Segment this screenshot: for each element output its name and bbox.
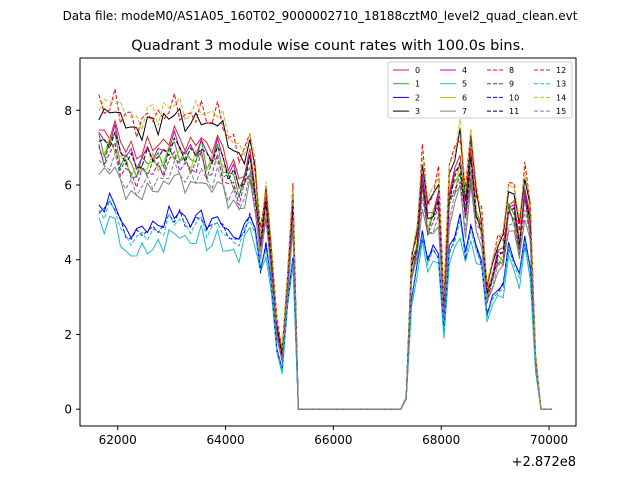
chart-title: Quadrant 3 module wise count rates with … xyxy=(131,38,525,54)
legend-box xyxy=(387,61,573,119)
legend-label-9: 9 xyxy=(509,80,514,89)
legend-label-13: 13 xyxy=(556,80,566,89)
legend-label-8: 8 xyxy=(509,66,514,75)
legend-label-0: 0 xyxy=(415,66,420,75)
y-tick-label: 4 xyxy=(64,253,72,267)
axes: 62000 64000 66000 68000 70000 0 2 4 6 8 xyxy=(64,104,568,447)
y-tick-label: 6 xyxy=(64,179,72,193)
legend-label-4: 4 xyxy=(462,66,467,75)
legend-label-15: 15 xyxy=(556,107,566,116)
y-tick-label: 8 xyxy=(64,104,72,118)
series-line-9 xyxy=(98,139,552,410)
y-tick-label: 0 xyxy=(64,403,72,417)
series-line-14 xyxy=(98,96,552,410)
series-line-2 xyxy=(98,191,552,410)
series-line-13 xyxy=(98,198,552,410)
legend-label-1: 1 xyxy=(415,80,420,89)
y-tick-label: 2 xyxy=(64,328,72,342)
legend-label-12: 12 xyxy=(556,66,566,75)
legend-label-10: 10 xyxy=(509,93,519,102)
x-tick-label: 66000 xyxy=(314,433,352,447)
legend-label-5: 5 xyxy=(462,80,467,89)
x-offset-label: +2.872e8 xyxy=(512,455,576,470)
series-line-8 xyxy=(98,88,552,410)
x-tick-label: 68000 xyxy=(422,433,460,447)
plot-lines xyxy=(98,88,552,410)
plot-frame xyxy=(79,57,577,427)
legend-label-3: 3 xyxy=(415,107,420,116)
datafile-label: Data file: modeM0/AS1A05_160T02_90000027… xyxy=(63,9,578,23)
x-tick-label: 64000 xyxy=(206,433,244,447)
legend-label-14: 14 xyxy=(556,93,566,102)
legend-label-2: 2 xyxy=(415,93,420,102)
legend-label-11: 11 xyxy=(509,107,519,116)
x-tick-label: 62000 xyxy=(99,433,137,447)
legend-label-6: 6 xyxy=(462,93,467,102)
series-line-15 xyxy=(98,152,552,410)
legend-label-7: 7 xyxy=(462,107,467,116)
x-tick-label: 70000 xyxy=(530,433,568,447)
